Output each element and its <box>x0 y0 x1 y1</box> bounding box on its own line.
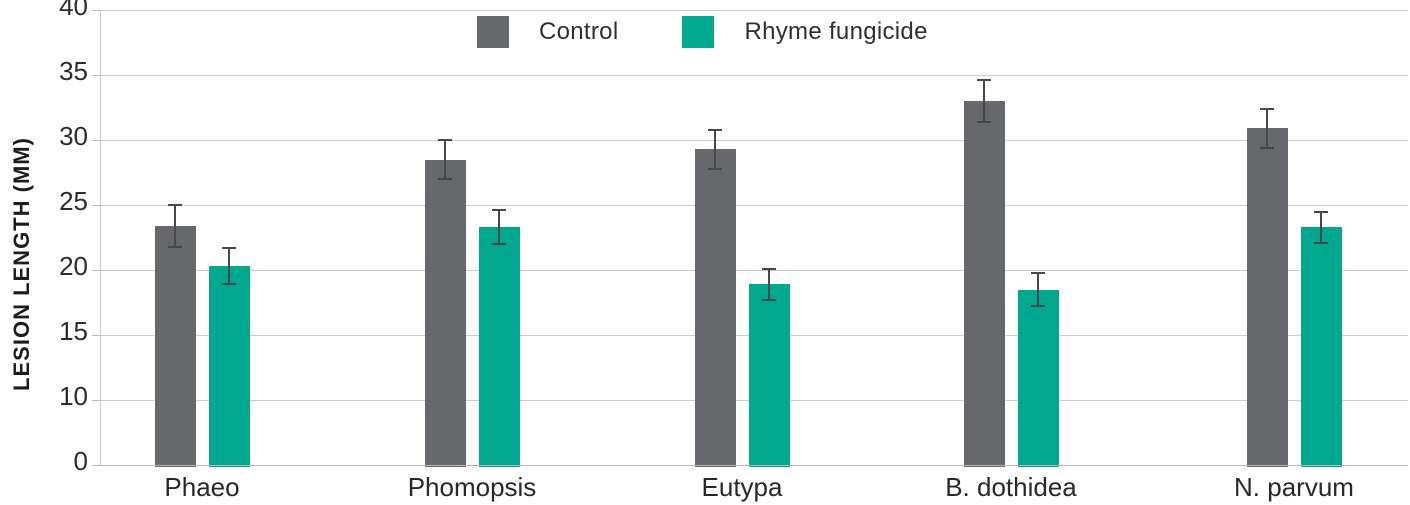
y-axis-line <box>100 10 101 465</box>
gridline-30 <box>100 139 1408 141</box>
error-bar-rhyme-fungicide-phomopsis <box>498 210 500 244</box>
error-cap-top-control-n-parvum <box>1260 107 1274 110</box>
error-bar-rhyme-fungicide-n-parvum <box>1320 211 1322 243</box>
x-label-eutypa: Eutypa <box>701 472 783 502</box>
error-bar-control-b-dothidea <box>983 80 985 122</box>
plot-area <box>100 9 1408 467</box>
y-tick-mark-0 <box>92 465 100 466</box>
error-cap-top-control-b-dothidea <box>977 79 991 82</box>
bar-control-b-dothidea <box>963 101 1005 467</box>
error-cap-bottom-rhyme-fungicide-eutypa <box>762 298 776 301</box>
legend-swatch-control <box>477 16 509 48</box>
gridline-0 <box>100 464 1408 466</box>
legend-item-rhyme-fungicide: Rhyme fungicide <box>682 16 927 48</box>
error-bar-control-n-parvum <box>1266 108 1268 148</box>
y-tick-mark-15 <box>92 335 100 336</box>
error-cap-top-rhyme-fungicide-n-parvum <box>1314 210 1328 213</box>
error-bar-control-eutypa <box>714 129 716 169</box>
y-tick-label-25: 25 <box>59 186 88 216</box>
bar-rhyme-fungicide-phaeo <box>208 266 250 467</box>
bar-rhyme-fungicide-n-parvum <box>1300 227 1342 467</box>
legend-swatch-rhyme-fungicide <box>682 16 715 48</box>
y-tick-label-30: 30 <box>59 121 88 151</box>
error-cap-bottom-rhyme-fungicide-b-dothidea <box>1031 305 1045 308</box>
legend-item-control: Control <box>477 16 618 48</box>
y-tick-mark-25 <box>92 205 100 206</box>
bar-control-phaeo <box>154 225 196 467</box>
legend: Control Rhyme fungicide <box>477 16 928 48</box>
error-cap-bottom-control-phaeo <box>168 245 182 248</box>
y-tick-mark-30 <box>92 140 100 141</box>
error-cap-bottom-control-eutypa <box>708 167 722 170</box>
error-cap-bottom-control-n-parvum <box>1260 146 1274 149</box>
y-tick-label-0: 0 <box>73 446 88 476</box>
error-cap-top-rhyme-fungicide-eutypa <box>762 267 776 270</box>
error-cap-bottom-control-b-dothidea <box>977 120 991 123</box>
x-label-n-parvum: N. parvum <box>1234 472 1354 502</box>
y-tick-mark-10 <box>92 400 100 401</box>
error-cap-top-control-phomopsis <box>438 139 452 141</box>
legend-label-rhyme-fungicide: Rhyme fungicide <box>744 18 928 45</box>
error-cap-bottom-rhyme-fungicide-n-parvum <box>1314 241 1328 244</box>
error-bar-rhyme-fungicide-eutypa <box>768 268 770 300</box>
bar-control-n-parvum <box>1246 128 1288 467</box>
bar-rhyme-fungicide-eutypa <box>748 284 790 467</box>
error-bar-control-phomopsis <box>444 140 446 179</box>
error-cap-bottom-rhyme-fungicide-phaeo <box>222 283 236 286</box>
bar-rhyme-fungicide-b-dothidea <box>1017 289 1059 467</box>
x-label-phaeo: Phaeo <box>164 472 240 502</box>
error-bar-control-phaeo <box>174 205 176 247</box>
y-tick-mark-40 <box>92 10 100 11</box>
x-label-b-dothidea: B. dothidea <box>945 472 1077 502</box>
bar-control-phomopsis <box>424 159 466 467</box>
y-tick-label-20: 20 <box>59 251 88 281</box>
y-tick-label-15: 15 <box>59 316 88 346</box>
error-bar-rhyme-fungicide-phaeo <box>228 247 230 285</box>
y-tick-label-40: 40 <box>59 0 88 21</box>
gridline-25 <box>100 204 1408 206</box>
error-cap-top-control-eutypa <box>708 128 722 131</box>
y-tick-mark-20 <box>92 270 100 271</box>
bar-rhyme-fungicide-phomopsis <box>478 227 520 467</box>
x-label-phomopsis: Phomopsis <box>407 472 537 502</box>
gridline-20 <box>100 269 1408 271</box>
y-tick-label-10: 10 <box>59 381 88 411</box>
error-cap-top-rhyme-fungicide-phomopsis <box>492 209 506 212</box>
y-tick-mark-35 <box>92 75 100 76</box>
bar-control-eutypa <box>694 149 736 467</box>
error-bar-rhyme-fungicide-b-dothidea <box>1037 272 1039 307</box>
error-cap-bottom-rhyme-fungicide-phomopsis <box>492 243 506 245</box>
error-cap-top-control-phaeo <box>168 204 182 206</box>
gridline-40 <box>100 9 1408 11</box>
error-cap-top-rhyme-fungicide-b-dothidea <box>1031 271 1045 274</box>
y-tick-label-35: 35 <box>59 56 88 86</box>
error-cap-top-rhyme-fungicide-phaeo <box>222 246 236 249</box>
legend-label-control: Control <box>539 18 619 45</box>
gridline-35 <box>100 74 1408 76</box>
error-cap-bottom-control-phomopsis <box>438 178 452 180</box>
